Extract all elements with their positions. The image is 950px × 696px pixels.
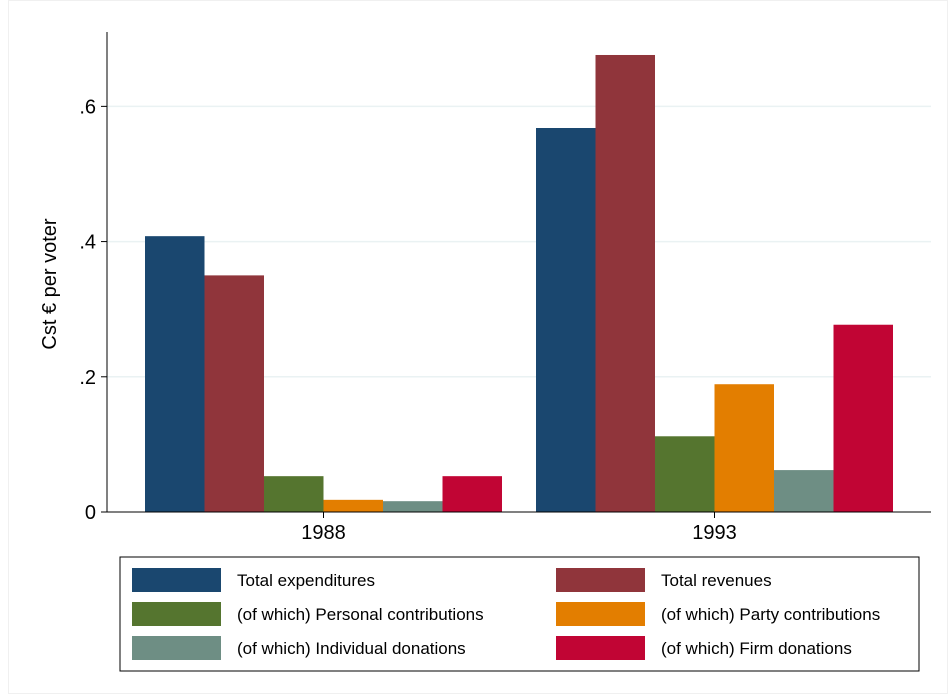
bar-1988-5 <box>383 501 443 512</box>
bar-1993-6 <box>833 324 893 512</box>
bar-1993-5 <box>774 470 834 512</box>
bar-1988-2 <box>204 275 264 512</box>
y-tick-label: .2 <box>79 367 96 389</box>
legend-swatch <box>132 636 221 660</box>
bar-1988-3 <box>264 476 324 512</box>
legend-label: (of which) Personal contributions <box>237 605 484 624</box>
y-axis-label: Cst € per voter <box>39 218 61 350</box>
x-tick-label: 1993 <box>692 522 737 544</box>
bar-1988-1 <box>145 236 205 513</box>
legend-label: Total revenues <box>661 571 772 590</box>
bar-1993-3 <box>655 436 715 512</box>
legend-label: (of which) Firm donations <box>661 639 852 658</box>
bar-1988-4 <box>323 499 383 512</box>
bar-1988-6 <box>442 476 502 512</box>
legend-box <box>119 556 920 672</box>
legend-swatch <box>556 568 645 592</box>
bar-1993-2 <box>595 54 655 513</box>
legend-swatch <box>132 602 221 626</box>
legend-label: (of which) Individual donations <box>237 639 466 658</box>
x-ticks: 1988 1993 <box>301 512 737 544</box>
legend-swatch <box>132 568 221 592</box>
y-ticks: 0 .2 .4 .6 <box>79 96 107 524</box>
legend-swatch <box>556 602 645 626</box>
y-tick-label: .4 <box>79 232 96 254</box>
y-tick-label: 0 <box>85 502 96 524</box>
x-tick-label: 1988 <box>301 522 346 544</box>
legend: Total expenditures Total revenues (of whic… <box>119 556 920 672</box>
legend-swatch <box>556 636 645 660</box>
legend-label: (of which) Party contributions <box>661 605 880 624</box>
legend-label: Total expenditures <box>237 571 375 590</box>
bar-1993-4 <box>714 384 774 512</box>
bar-1993-1 <box>536 128 596 512</box>
y-tick-label: .6 <box>79 96 96 118</box>
bars <box>145 54 893 513</box>
